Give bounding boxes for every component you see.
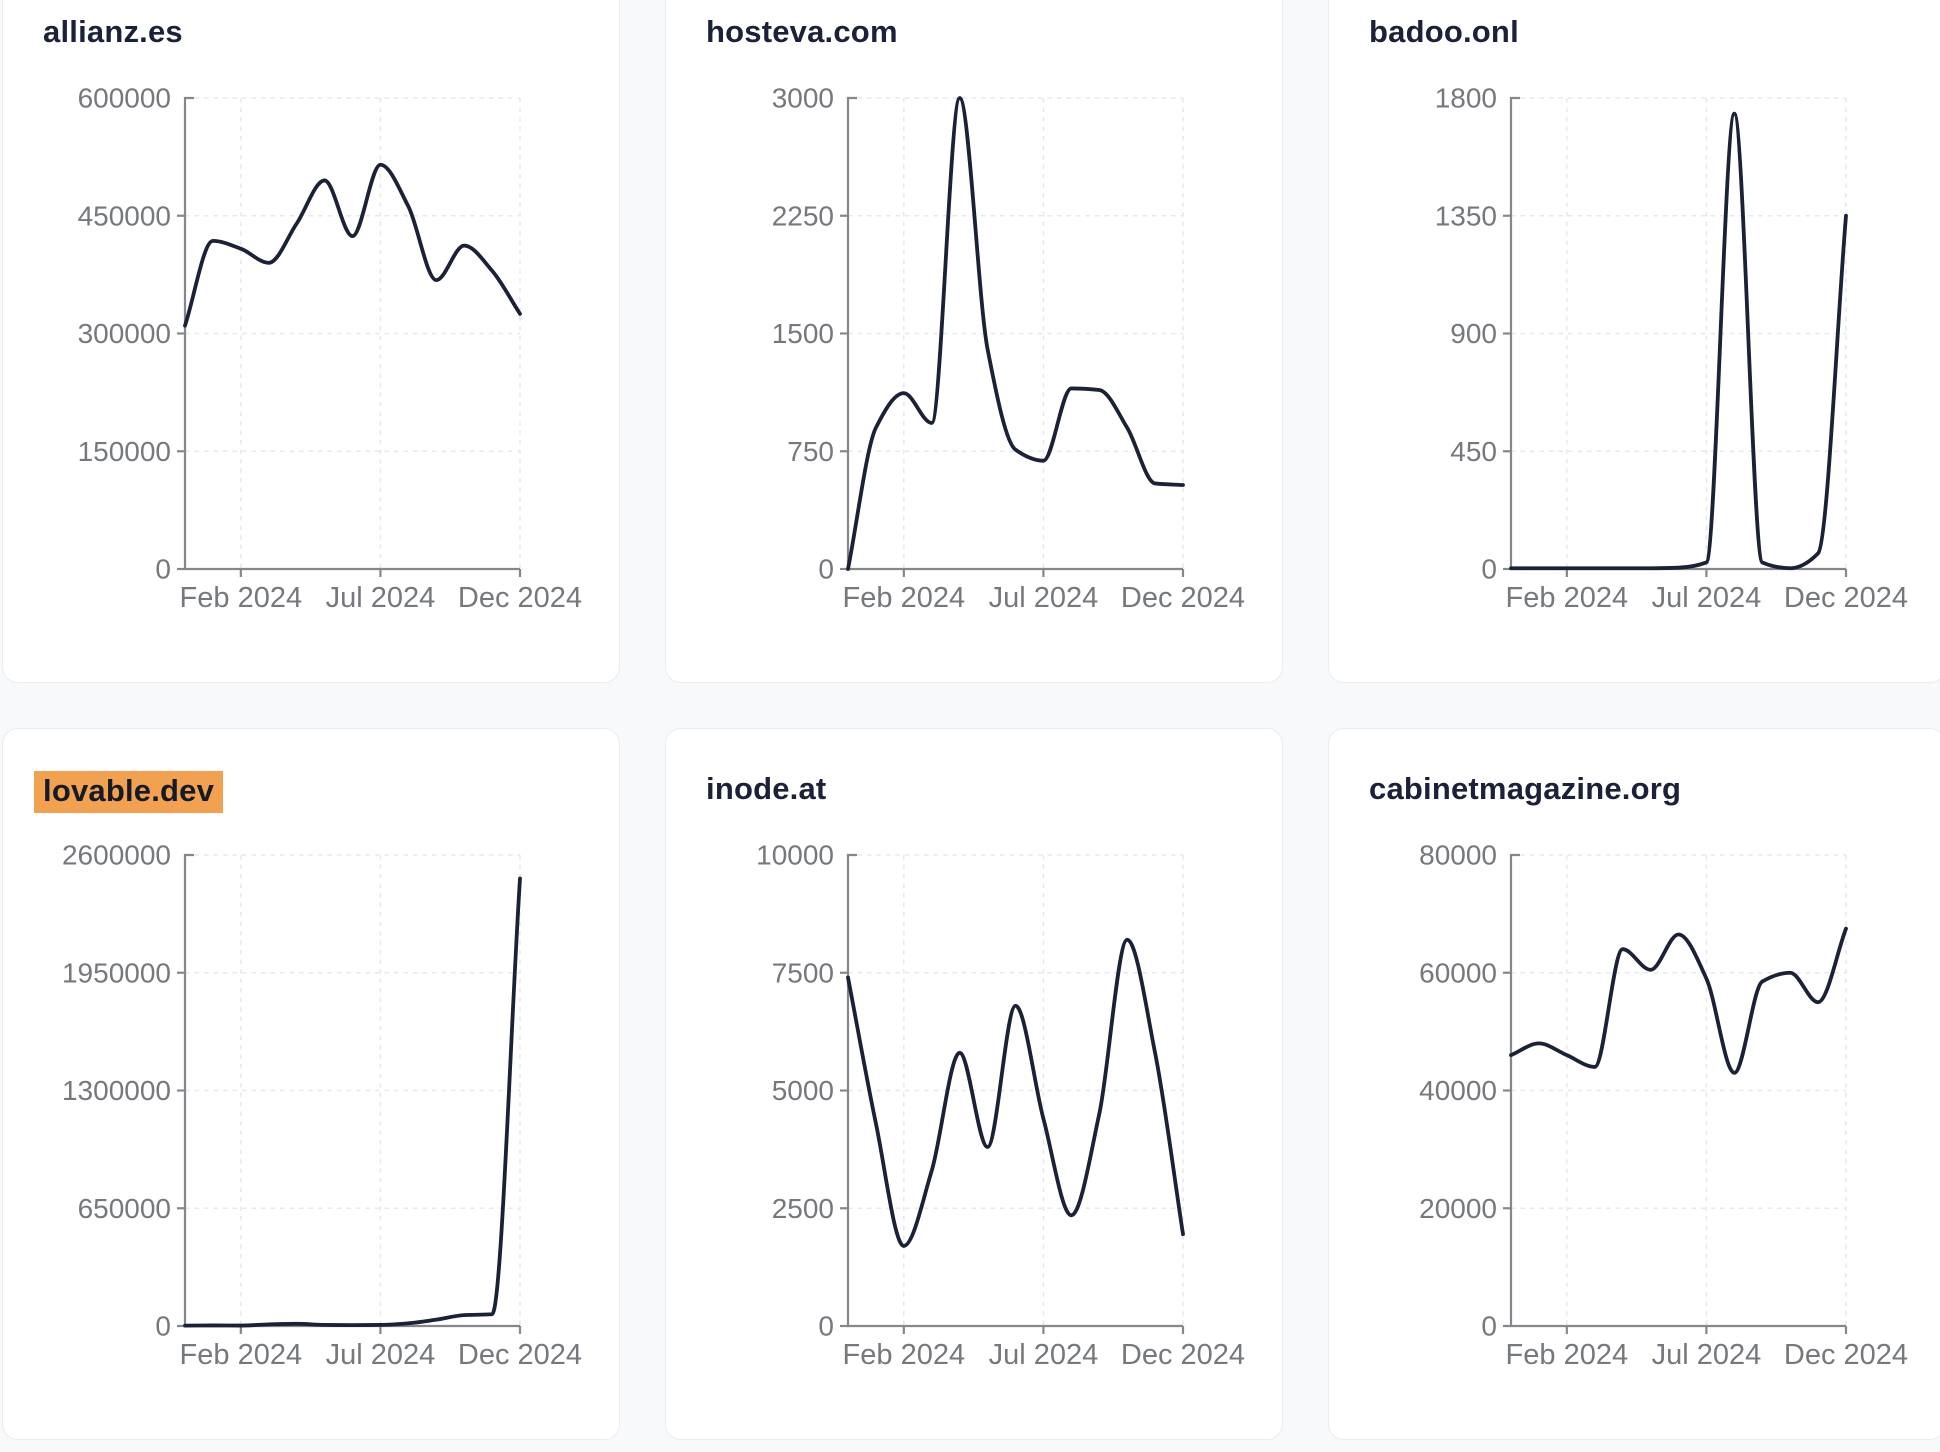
svg-text:150000: 150000 [78, 436, 171, 467]
svg-text:Jul 2024: Jul 2024 [989, 582, 1099, 614]
chart-card-allianz: allianz.es 0 150000 300000 450000 600000 Feb … [2, 0, 620, 683]
svg-text:Dec 2024: Dec 2024 [1784, 582, 1908, 614]
svg-text:300000: 300000 [78, 318, 171, 349]
svg-text:0: 0 [1481, 1311, 1497, 1342]
svg-text:0: 0 [1481, 554, 1497, 585]
svg-text:1950000: 1950000 [62, 957, 171, 988]
svg-text:Dec 2024: Dec 2024 [458, 582, 582, 614]
svg-text:Jul 2024: Jul 2024 [326, 582, 436, 614]
svg-text:0: 0 [818, 554, 834, 585]
line-chart-svg: 0 450 900 1350 1800 Feb 2024 Jul 2024 Dec 2024 [1435, 83, 1908, 615]
chart-title: lovable.dev [34, 771, 224, 813]
svg-text:5000: 5000 [772, 1075, 834, 1106]
domain-name-label: badoo.onl [1369, 14, 1519, 49]
chart-title: badoo.onl [1369, 14, 1519, 50]
svg-text:Dec 2024: Dec 2024 [1121, 582, 1245, 614]
chart-card-badoo: badoo.onl 0 450 900 1350 1800 Feb 2024 Jul 202… [1328, 0, 1940, 683]
svg-text:450: 450 [1450, 436, 1497, 467]
svg-text:2500: 2500 [772, 1193, 834, 1224]
svg-text:Feb 2024: Feb 2024 [1506, 582, 1629, 614]
svg-text:3000: 3000 [772, 83, 834, 114]
svg-text:600000: 600000 [78, 83, 171, 114]
svg-text:Dec 2024: Dec 2024 [458, 1339, 582, 1371]
svg-text:7500: 7500 [772, 957, 834, 988]
svg-text:80000: 80000 [1419, 840, 1497, 871]
svg-text:Jul 2024: Jul 2024 [1652, 582, 1762, 614]
line-chart-svg: 0 20000 40000 60000 80000 Feb 2024 Jul 2024 Dec… [1419, 840, 1908, 1372]
svg-text:Feb 2024: Feb 2024 [1506, 1339, 1629, 1371]
svg-text:650000: 650000 [78, 1193, 171, 1224]
svg-text:Jul 2024: Jul 2024 [326, 1339, 436, 1371]
svg-text:0: 0 [818, 1311, 834, 1342]
svg-text:900: 900 [1450, 318, 1497, 349]
svg-text:60000: 60000 [1419, 957, 1497, 988]
domain-name-label-highlighted: lovable.dev [34, 771, 224, 813]
svg-text:750: 750 [787, 436, 834, 467]
chart-title: cabinetmagazine.org [1369, 771, 1681, 807]
chart-title: allianz.es [43, 14, 183, 50]
svg-text:Dec 2024: Dec 2024 [1121, 1339, 1245, 1371]
svg-text:1800: 1800 [1435, 83, 1497, 114]
svg-text:20000: 20000 [1419, 1193, 1497, 1224]
domain-name-label: cabinetmagazine.org [1369, 771, 1682, 806]
line-chart-svg: 0 150000 300000 450000 600000 Feb 2024 Jul 202… [78, 83, 583, 615]
svg-text:Dec 2024: Dec 2024 [1784, 1339, 1908, 1371]
svg-text:Feb 2024: Feb 2024 [180, 1339, 303, 1371]
domain-name-label: hosteva.com [706, 14, 898, 49]
line-chart-svg: 0 650000 1300000 1950000 2600000 Feb 2024 Jul … [62, 840, 582, 1372]
svg-text:Jul 2024: Jul 2024 [989, 1339, 1099, 1371]
svg-text:10000: 10000 [756, 840, 834, 871]
svg-text:Feb 2024: Feb 2024 [180, 582, 303, 614]
svg-text:Feb 2024: Feb 2024 [843, 1339, 966, 1371]
domain-name-label: inode.at [706, 771, 827, 806]
chart-title: inode.at [706, 771, 826, 807]
svg-text:2600000: 2600000 [62, 840, 171, 871]
svg-text:0: 0 [155, 554, 171, 585]
svg-text:1350: 1350 [1435, 200, 1497, 231]
svg-text:0: 0 [155, 1311, 171, 1342]
svg-text:Jul 2024: Jul 2024 [1652, 1339, 1762, 1371]
svg-text:Feb 2024: Feb 2024 [843, 582, 966, 614]
svg-text:1300000: 1300000 [62, 1075, 171, 1106]
line-chart-svg: 0 2500 5000 7500 10000 Feb 2024 Jul 2024 Dec 20… [756, 840, 1245, 1372]
chart-card-cabinetmagazine: cabinetmagazine.org 0 20000 40000 60000 8000… [1328, 728, 1940, 1440]
chart-title: hosteva.com [706, 14, 898, 50]
svg-text:450000: 450000 [78, 200, 171, 231]
svg-text:40000: 40000 [1419, 1075, 1497, 1106]
chart-card-inode: inode.at 0 2500 5000 7500 10000 Feb 2024 Jul 2… [665, 728, 1283, 1440]
line-chart-svg: 0 750 1500 2250 3000 Feb 2024 Jul 2024 Dec 2024 [772, 83, 1245, 615]
svg-text:1500: 1500 [772, 318, 834, 349]
domain-name-label: allianz.es [43, 14, 183, 49]
svg-text:2250: 2250 [772, 200, 834, 231]
chart-card-hosteva: hosteva.com 0 750 1500 2250 3000 Feb 2024 Jul … [665, 0, 1283, 683]
chart-card-lovable: lovable.dev 0 650000 1300000 1950000 2600000… [2, 728, 620, 1440]
